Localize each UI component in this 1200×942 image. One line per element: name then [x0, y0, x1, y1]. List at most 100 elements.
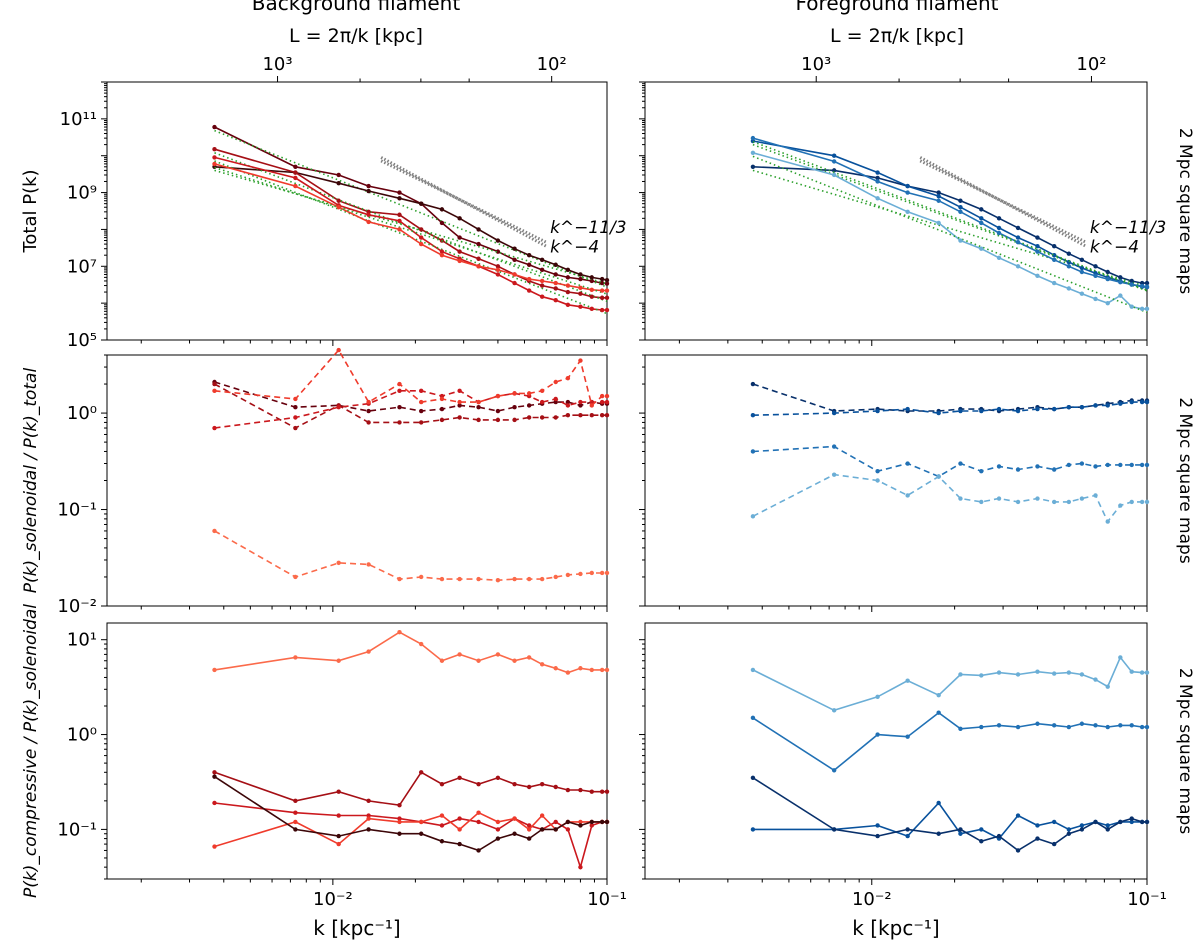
data-point: [1105, 276, 1110, 282]
data-point: [905, 493, 910, 498]
data-point: [457, 841, 462, 847]
data-point: [1051, 406, 1057, 412]
data-point: [958, 408, 963, 414]
data-point: [495, 238, 501, 243]
data-point: [750, 164, 756, 170]
data-point: [397, 819, 402, 825]
data-point: [1066, 499, 1072, 505]
data-point: [366, 399, 371, 405]
panel-frame: [106, 622, 608, 880]
series-line: [752, 801, 1147, 840]
data-point: [495, 775, 501, 780]
data-point: [578, 819, 583, 825]
data-point: [1144, 499, 1150, 505]
data-point: [366, 420, 371, 425]
data-point: [1118, 280, 1123, 285]
data-point: [457, 827, 462, 832]
data-point: [1035, 669, 1040, 674]
data-point: [212, 155, 217, 160]
data-point: [1105, 827, 1110, 832]
data-point: [553, 574, 558, 580]
data-point: [979, 499, 984, 505]
data-point: [996, 230, 1002, 236]
data-point: [936, 710, 941, 715]
data-point: [526, 415, 532, 420]
panel-frame: [106, 81, 608, 341]
data-point: [212, 161, 217, 167]
y-axis-title: Total P(k): [20, 169, 41, 253]
series: [750, 135, 1150, 291]
data-point: [578, 276, 583, 282]
fit-line: [214, 129, 608, 288]
data-point: [457, 652, 462, 657]
data-point: [1015, 813, 1021, 818]
series-line: [752, 655, 1147, 712]
data-point: [476, 405, 481, 410]
data-point: [476, 227, 481, 232]
data-point: [599, 399, 605, 405]
data-point: [979, 408, 984, 414]
slope-guides: k^−11/3k^−4: [380, 156, 627, 257]
data-point: [958, 831, 963, 836]
data-point: [578, 823, 583, 828]
top-tick-label: 10²: [1076, 54, 1106, 75]
data-point: [750, 449, 756, 454]
data-point: [1144, 462, 1150, 468]
top-axis-label-background: L = 2π/k [kpc]: [289, 25, 423, 47]
data-point: [439, 207, 445, 212]
data-point: [1015, 499, 1021, 505]
data-point: [875, 170, 880, 175]
data-point: [589, 287, 594, 293]
data-point: [1144, 306, 1150, 312]
data-point: [512, 280, 517, 286]
data-point: [539, 388, 545, 394]
y-tick-label: 10¹¹: [60, 109, 97, 130]
data-point: [476, 417, 481, 423]
data-point: [397, 831, 402, 836]
data-point: [526, 823, 532, 828]
data-point: [293, 170, 298, 175]
data-point: [1139, 670, 1145, 675]
data-point: [599, 413, 605, 418]
data-point: [589, 667, 594, 673]
data-point: [495, 819, 501, 825]
fit-line: [752, 155, 1148, 314]
y-tick-label: 10¹: [67, 630, 97, 651]
data-point: [439, 249, 445, 254]
data-point: [457, 258, 462, 264]
data-point: [565, 827, 571, 832]
series: [212, 379, 610, 414]
series: [750, 138, 1150, 292]
data-point: [1079, 461, 1085, 466]
data-point: [526, 576, 532, 582]
data-point: [1079, 291, 1085, 296]
data-point: [1118, 275, 1123, 280]
data-point: [366, 212, 371, 217]
data-point: [418, 388, 424, 394]
data-point: [750, 150, 756, 155]
data-point: [604, 570, 610, 576]
data-point: [996, 670, 1002, 675]
data-point: [397, 212, 402, 217]
data-point: [366, 562, 371, 567]
data-point: [1118, 462, 1123, 468]
data-point: [1015, 240, 1021, 245]
data-point: [578, 358, 583, 363]
data-point: [831, 172, 837, 178]
data-point: [1093, 273, 1098, 279]
data-point: [457, 235, 462, 240]
y-tick-label: 10⁹: [67, 183, 97, 204]
data-point: [936, 193, 941, 199]
data-point: [578, 403, 583, 408]
series-line: [752, 137, 1148, 288]
data-point: [565, 289, 571, 295]
data-point: [439, 839, 445, 844]
data-point: [831, 410, 837, 416]
series-line: [752, 166, 1147, 284]
panel-frame: [644, 81, 1148, 341]
data-point: [1118, 401, 1123, 406]
y-tick-label: 10⁻¹: [57, 819, 97, 840]
data-point: [979, 839, 984, 844]
data-point: [495, 264, 501, 269]
data-point: [553, 272, 558, 277]
